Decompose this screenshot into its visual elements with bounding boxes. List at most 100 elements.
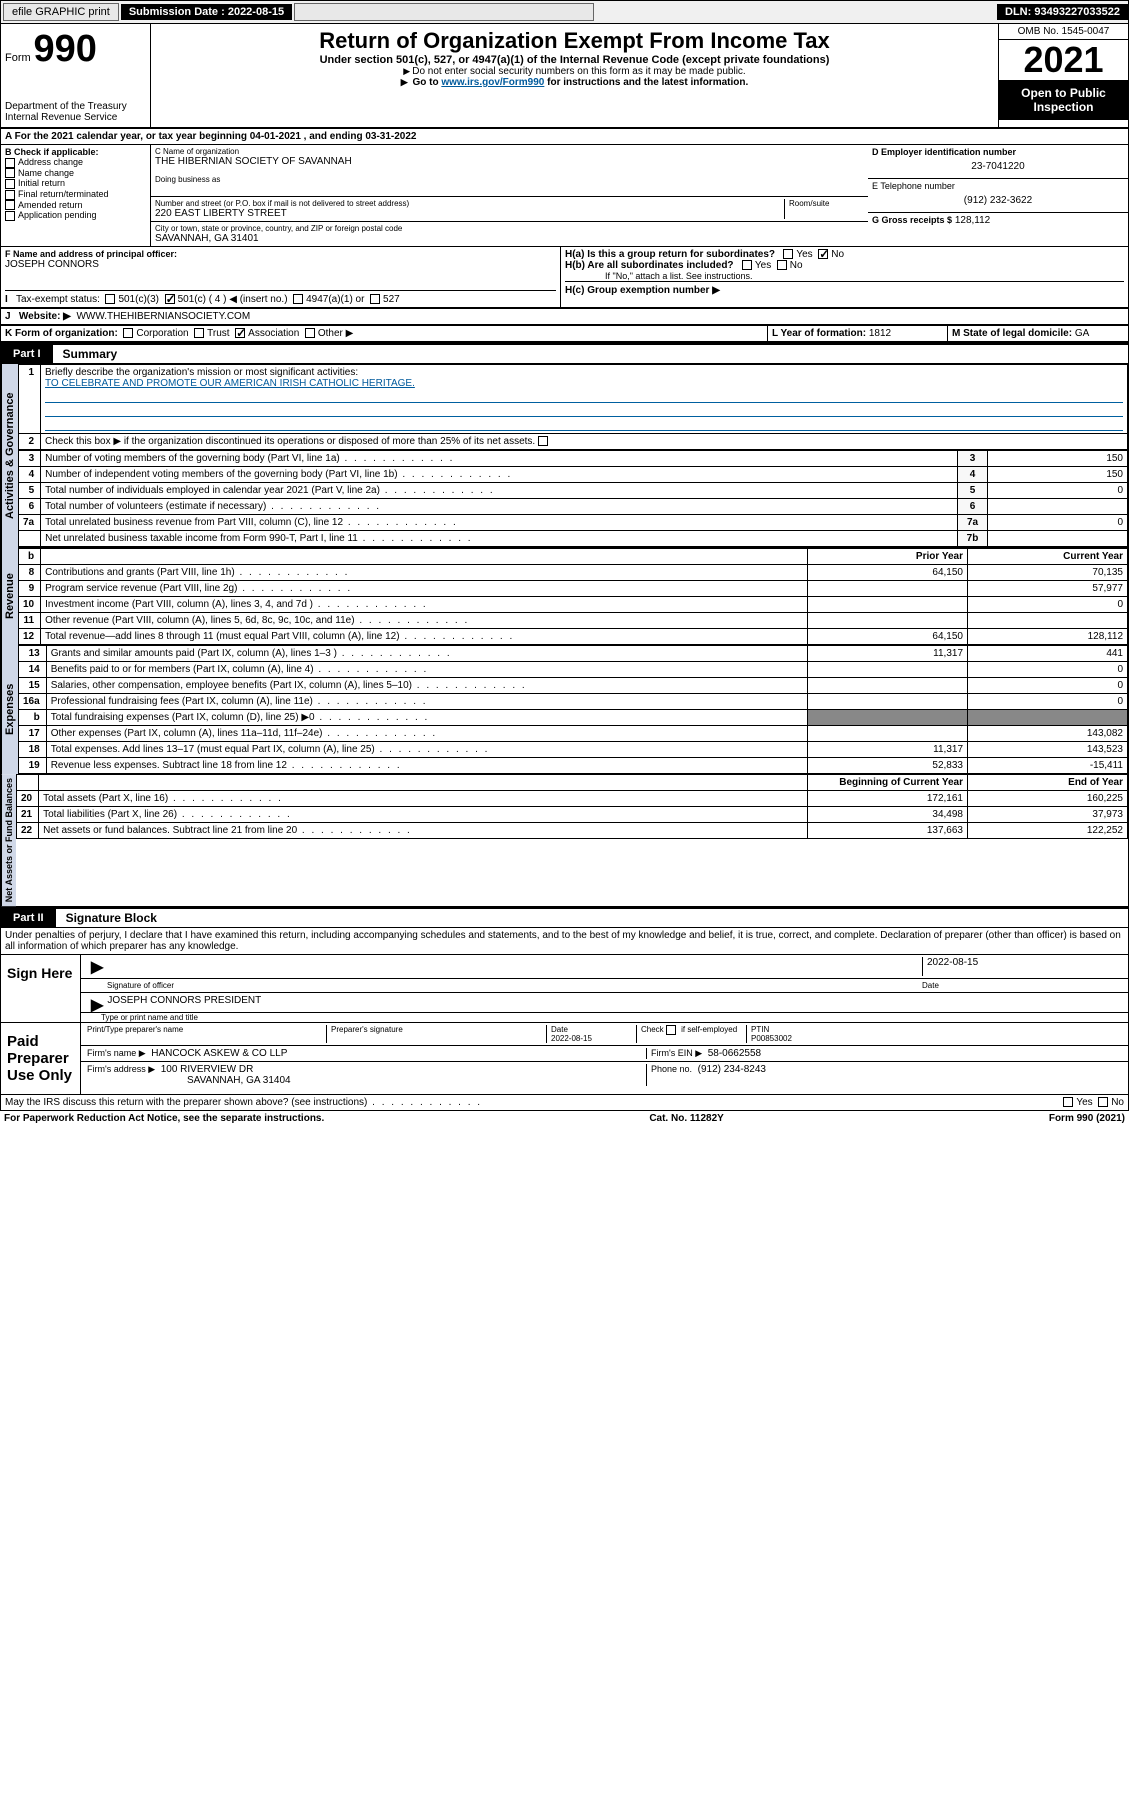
hb-no: No — [790, 260, 803, 271]
table-row: 15Salaries, other compensation, employee… — [19, 678, 1128, 694]
chk-name-change[interactable] — [5, 168, 15, 178]
chk-may-yes[interactable] — [1063, 1097, 1073, 1107]
table-row: 17Other expenses (Part IX, column (A), l… — [19, 726, 1128, 742]
prep-date-val: 2022-08-15 — [551, 1034, 592, 1043]
table-row: 6Total number of volunteers (estimate if… — [19, 499, 1128, 515]
lbl-final-return: Final return/terminated — [18, 189, 109, 199]
chk-discontinued[interactable] — [538, 436, 548, 446]
form-title: Return of Organization Exempt From Incom… — [155, 28, 994, 54]
m-state-label: M State of legal domicile: — [952, 328, 1072, 339]
opt-other: Other ▶ — [318, 328, 353, 339]
table-row: 20Total assets (Part X, line 16)172,1611… — [17, 791, 1128, 807]
print-name-label: Type or print name and title — [81, 1013, 1128, 1022]
chk-app-pending[interactable] — [5, 211, 15, 221]
chk-hb-yes[interactable] — [742, 260, 752, 270]
chk-other[interactable] — [305, 328, 315, 338]
chk-final-return[interactable] — [5, 190, 15, 200]
table-row: 4Number of independent voting members of… — [19, 467, 1128, 483]
paid-preparer-label: Paid Preparer Use Only — [1, 1023, 81, 1094]
chk-501c[interactable] — [165, 294, 175, 304]
phone-value: (912) 232-3622 — [872, 191, 1124, 210]
arrow-icon-2: ▶ — [87, 995, 107, 1010]
perjury-text: Under penalties of perjury, I declare th… — [0, 928, 1129, 954]
omb-number: OMB No. 1545-0047 — [999, 24, 1128, 40]
d-ein-label: D Employer identification number — [872, 147, 1124, 157]
table-row: 11Other revenue (Part VIII, column (A), … — [19, 613, 1128, 629]
org-name: THE HIBERNIAN SOCIETY OF SAVANNAH — [155, 156, 864, 167]
form-number: 990 — [33, 28, 96, 70]
part-1-title: Summary — [53, 347, 118, 361]
blank-button[interactable] — [294, 3, 594, 21]
efile-button[interactable]: efile GRAPHIC print — [3, 3, 119, 21]
vlabel-net-assets: Net Assets or Fund Balances — [1, 774, 16, 906]
dba-label: Doing business as — [155, 175, 864, 184]
irs-link[interactable]: www.irs.gov/Form990 — [441, 77, 544, 88]
table-row: bTotal fundraising expenses (Part IX, co… — [19, 710, 1128, 726]
ha-label: H(a) Is this a group return for subordin… — [565, 249, 775, 260]
table-row: 16aProfessional fundraising fees (Part I… — [19, 694, 1128, 710]
note-goto-pre: Go to — [412, 77, 441, 88]
chk-self-employed[interactable] — [666, 1025, 676, 1035]
table-row: 22Net assets or fund balances. Subtract … — [17, 823, 1128, 839]
officer-name: JOSEPH CONNORS — [5, 259, 556, 270]
vlabel-governance: Activities & Governance — [1, 364, 18, 547]
net-assets-table: Beginning of Current Year End of Year 20… — [16, 774, 1128, 839]
lbl-address-change: Address change — [18, 157, 83, 167]
chk-527[interactable] — [370, 294, 380, 304]
city-state-zip: SAVANNAH, GA 31401 — [155, 233, 864, 244]
revenue-table: b Prior Year Current Year 8Contributions… — [18, 547, 1128, 645]
sign-date: 2022-08-15 — [922, 957, 1122, 976]
submission-date: Submission Date : 2022-08-15 — [121, 4, 292, 20]
chk-hb-no[interactable] — [777, 260, 787, 270]
prep-sig-hdr: Preparer's signature — [327, 1025, 547, 1043]
prep-name-hdr: Print/Type preparer's name — [87, 1025, 327, 1043]
table-row: 13Grants and similar amounts paid (Part … — [19, 646, 1128, 662]
lbl-amended-return: Amended return — [18, 200, 83, 210]
website-value: WWW.THEHIBERNIANSOCIETY.COM — [76, 311, 250, 322]
chk-initial-return[interactable] — [5, 179, 15, 189]
form-subtitle: Under section 501(c), 527, or 4947(a)(1)… — [155, 54, 994, 66]
arrow-icon: ▶ — [87, 957, 107, 976]
lbl-app-pending: Application pending — [18, 210, 97, 220]
hb-yes: Yes — [755, 260, 771, 271]
chk-corp[interactable] — [123, 328, 133, 338]
chk-assoc[interactable] — [235, 328, 245, 338]
page-footer: For Paperwork Reduction Act Notice, see … — [0, 1111, 1129, 1126]
ha-no: No — [831, 249, 844, 260]
opt-527: 527 — [383, 294, 400, 305]
part-2-tag: Part II — [1, 909, 56, 927]
table-row: 9Program service revenue (Part VIII, lin… — [19, 581, 1128, 597]
chk-ha-no[interactable] — [818, 249, 828, 259]
vlabel-revenue: Revenue — [1, 547, 18, 645]
chk-amended-return[interactable] — [5, 200, 15, 210]
opt-501c3: 501(c)(3) — [118, 294, 159, 305]
paid-preparer-block: Paid Preparer Use Only Print/Type prepar… — [0, 1023, 1129, 1095]
table-row: 21Total liabilities (Part X, line 26)34,… — [17, 807, 1128, 823]
firm-phone: (912) 234-8243 — [698, 1064, 766, 1075]
table-row: Net unrelated business taxable income fr… — [19, 531, 1128, 547]
entity-block: B Check if applicable: Address change Na… — [0, 145, 1129, 247]
chk-address-change[interactable] — [5, 158, 15, 168]
form-word: Form — [5, 52, 31, 64]
part-2-title: Signature Block — [56, 911, 157, 925]
l-year-label: L Year of formation: — [772, 328, 866, 339]
opt-4947: 4947(a)(1) or — [306, 294, 364, 305]
chk-ha-yes[interactable] — [783, 249, 793, 259]
chk-may-no[interactable] — [1098, 1097, 1108, 1107]
chk-4947[interactable] — [293, 294, 303, 304]
note-goto-post: for instructions and the latest informat… — [547, 77, 748, 88]
table-row: 8Contributions and grants (Part VIII, li… — [19, 565, 1128, 581]
gross-receipts-value: 128,112 — [955, 215, 990, 226]
hb-note: If "No," attach a list. See instructions… — [565, 271, 1124, 281]
table-row: 12Total revenue—add lines 8 through 11 (… — [19, 629, 1128, 645]
chk-trust[interactable] — [194, 328, 204, 338]
table-row: 7aTotal unrelated business revenue from … — [19, 515, 1128, 531]
chk-501c3[interactable] — [105, 294, 115, 304]
lbl-name-change: Name change — [18, 168, 74, 178]
f-officer-label: F Name and address of principal officer: — [5, 249, 556, 259]
mission-text: TO CELEBRATE AND PROMOTE OUR AMERICAN IR… — [45, 378, 415, 389]
sign-here-label: Sign Here — [1, 955, 81, 1022]
opt-501c: 501(c) ( 4 ) ◀ (insert no.) — [178, 294, 288, 305]
table-row: 10Investment income (Part VIII, column (… — [19, 597, 1128, 613]
expenses-table: 13Grants and similar amounts paid (Part … — [18, 645, 1128, 774]
